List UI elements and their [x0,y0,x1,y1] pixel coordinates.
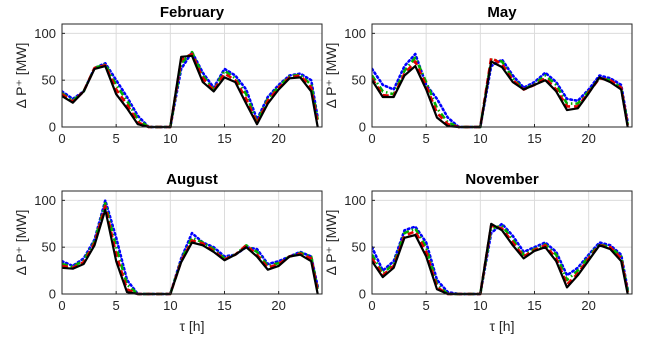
y-axis-label: Δ P⁺ [MW] [13,43,29,109]
series-line-2 [62,201,319,296]
axes-frame [371,190,633,295]
x-tick-label: 20 [271,131,285,146]
axes-frame [371,23,633,128]
panel-february: 0 5 10 15 20 0 50 100 February Δ P⁺ [MW] [13,4,323,146]
y-axis-label: Δ P⁺ [MW] [323,210,339,276]
series-line-3 [62,204,319,296]
series-line-2 [62,50,319,129]
x-tick-label: 0 [368,131,375,146]
series-line-4 [372,222,629,296]
x-tick-label: 15 [527,131,541,146]
panel-may: 0 5 10 15 20 0 50 100 May Δ P⁺ [MW] [323,4,633,146]
panel-august: 0 5 10 15 20 0 50 100 August Δ P⁺ [MW] τ [h] [13,171,323,334]
series-line-3 [372,224,629,296]
series-line-4 [62,54,319,129]
y-tick-label: 0 [49,120,56,135]
y-axis-label: Δ P⁺ [MW] [13,210,29,276]
y-tick-label: 50 [42,240,56,255]
y-tick-label: 100 [344,193,366,208]
panel-title: November [465,171,539,188]
series-line-4 [62,208,319,296]
y-tick-label: 50 [352,240,366,255]
axes-frame [61,23,323,128]
y-tick-label: 100 [34,26,56,41]
panel-title: May [487,4,517,21]
x-axis-label: τ [h] [180,318,205,334]
panel-title: February [160,4,225,21]
x-tick-label: 20 [581,131,595,146]
y-tick-label: 100 [34,193,56,208]
x-tick-label: 5 [423,131,430,146]
x-tick-label: 5 [423,298,430,313]
x-tick-label: 15 [217,298,231,313]
series-line-4 [372,60,629,129]
y-tick-label: 0 [359,120,366,135]
x-axis-label: τ [h] [490,318,515,334]
x-tick-label: 10 [163,298,177,313]
x-tick-label: 5 [113,298,120,313]
x-tick-label: 20 [581,298,595,313]
x-tick-label: 10 [473,131,487,146]
series-line-1 [372,52,629,129]
x-tick-label: 0 [368,298,375,313]
x-tick-label: 0 [58,298,65,313]
y-axis-label: Δ P⁺ [MW] [323,43,339,109]
x-tick-label: 10 [473,298,487,313]
axes-frame [61,190,323,295]
y-tick-label: 50 [352,73,366,88]
x-tick-label: 0 [58,131,65,146]
y-tick-label: 0 [359,287,366,302]
panel-november: 0 5 10 15 20 0 50 100 November Δ P⁺ [MW] τ [h] [323,171,633,334]
series-line-1 [62,199,319,296]
y-tick-label: 50 [42,73,56,88]
x-tick-label: 5 [113,131,120,146]
x-tick-label: 15 [217,131,231,146]
x-tick-label: 20 [271,298,285,313]
y-tick-label: 100 [344,26,366,41]
x-tick-label: 15 [527,298,541,313]
panel-title: August [166,171,218,188]
x-tick-label: 10 [163,131,177,146]
y-tick-label: 0 [49,287,56,302]
